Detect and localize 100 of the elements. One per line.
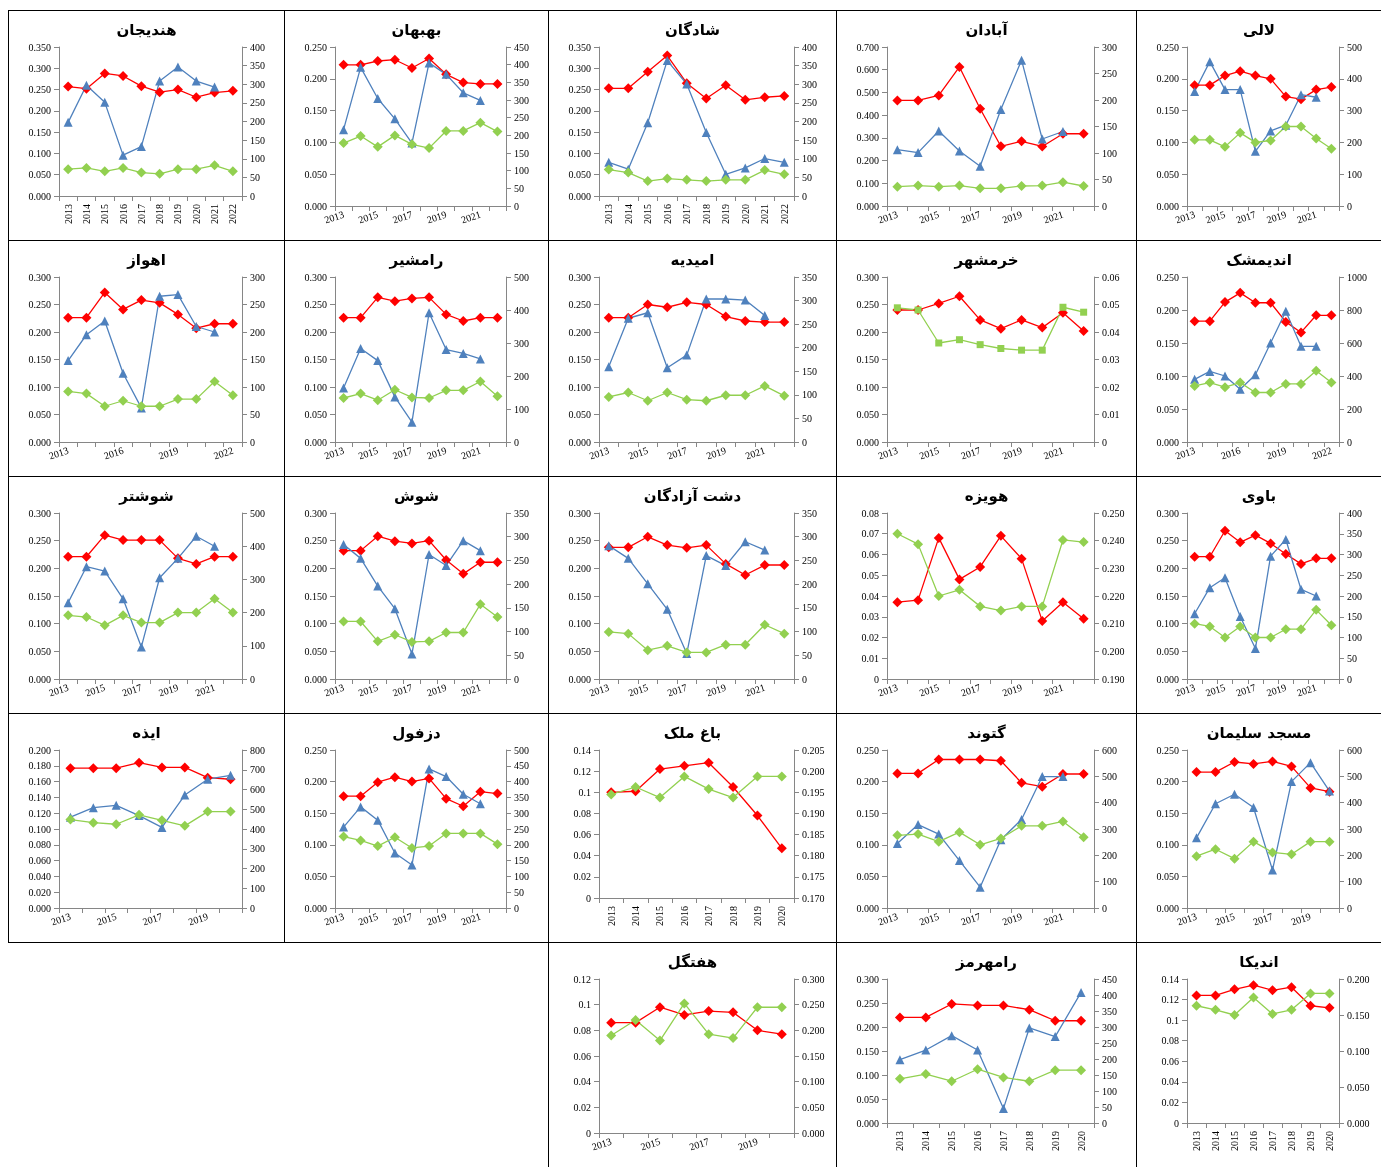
y-tick-label: 0.100 [304,136,327,148]
x-tick-label: 2019 [1049,1131,1061,1151]
y2-tick-label: 350 [1347,528,1362,540]
y-tick-label: 0.000 [304,673,327,685]
y2-tick-label: 400 [1102,797,1117,809]
x-tick-label: 2019 [1000,681,1024,699]
y2-tick-label: 0.210 [1102,618,1125,630]
y-tick-label: 0.04 [861,590,879,602]
y-tick-label: 0.150 [28,590,51,602]
y2-tick-label: 0.200 [1102,645,1125,657]
y2-tick-label: 500 [514,744,529,756]
y-tick-label: 0.07 [861,528,879,540]
x-tick-label: 2022 [1310,444,1334,462]
x-tick-label: 2017 [1234,208,1258,226]
y2-tick-label: 250 [250,97,265,109]
y2-tick-label: 50 [802,171,812,183]
y2-tick-label: 200 [802,342,817,354]
y2-tick-label: 350 [802,60,817,72]
y2-tick-label: 200 [250,863,265,874]
y-tick-label: 0.100 [1156,136,1179,148]
y-tick-label: 0.000 [568,190,591,202]
x-tick-label: 2015 [84,681,107,699]
y2-tick-label: 400 [250,41,265,53]
y2-tick-label: 300 [1347,549,1362,560]
y-tick-label: 0.000 [568,673,591,685]
x-tick-label: 2015 [642,204,654,224]
x-tick-label: 2019 [1305,1131,1316,1151]
x-tick-label: 2019 [157,444,180,462]
x-tick-label: 2013 [1191,1131,1202,1151]
y2-tick-label: 450 [514,760,529,772]
x-tick-label: 2018 [1286,1131,1297,1151]
y2-tick-label: 0.190 [802,807,825,819]
x-tick-label: 2019 [425,444,448,462]
x-tick-label: 2017 [997,1131,1009,1151]
x-tick-label: 2019 [425,681,448,699]
y2-tick-label: 300 [514,337,529,349]
y-tick-label: 0.06 [1161,1055,1179,1067]
y2-tick-label: 100 [1347,168,1362,180]
x-tick-label: 2017 [1234,681,1258,699]
y2-tick-label: 500 [514,271,529,283]
y-tick-label: 0.14 [573,744,591,756]
chart-title: اندیکا [1239,952,1279,971]
y-tick-label: 0.150 [28,126,51,138]
y-tick-label: 0.300 [304,507,327,519]
x-tick-label: 2014 [80,204,92,224]
y-tick-label: 0.250 [1156,744,1179,756]
y-tick-label: 0.02 [573,1101,591,1113]
x-tick-label: 2015 [357,208,380,226]
y-tick-label: 0.250 [1156,271,1179,283]
x-tick-label: 2017 [666,444,689,462]
x-tick-label: 2016 [972,1131,984,1151]
y2-tick-label: 150 [1347,611,1362,623]
y-tick-label: 0.100 [568,381,591,393]
x-tick-label: 2016 [678,906,690,926]
y2-tick-label: 350 [802,507,817,519]
y2-tick-label: 400 [250,540,265,552]
y-tick-label: 0.03 [861,611,879,623]
chart-title: بهبهان [391,20,442,39]
x-tick-label: 2015 [918,910,941,928]
y2-tick-label: 350 [514,791,529,803]
x-tick-label: 2013 [605,906,617,926]
y2-tick-label: 0 [514,200,519,212]
x-tick-label: 2013 [62,204,74,224]
chart-title: اندیمشک [1226,250,1292,269]
x-tick-label: 2017 [391,444,414,462]
y-tick-label: 0 [586,892,591,904]
x-tick-label: 2019 [736,1135,760,1153]
y-tick-label: 0.000 [28,190,51,202]
chart-title: رامهرمز [955,952,1017,971]
y2-tick-label: 0.205 [802,744,825,756]
x-tick-label: 2020 [739,204,751,224]
y-tick-label: 0.150 [568,354,591,365]
y2-tick-label: 600 [1102,744,1117,756]
y2-tick-label: 0 [1102,436,1107,448]
x-tick-label: 2021 [193,681,217,699]
x-tick-label: 2019 [1000,208,1024,226]
y2-tick-label: 100 [1102,876,1117,888]
x-tick-label: 2021 [1295,208,1318,226]
y-tick-label: 0.200 [304,776,327,788]
y2-tick-label: 350 [514,76,529,88]
y2-tick-label: 300 [1102,823,1117,835]
y2-tick-label: 250 [1347,569,1362,581]
y2-tick-label: 250 [514,554,529,566]
y-tick-label: 0.050 [1156,168,1179,180]
y-tick-label: 0.04 [1161,1076,1179,1088]
x-tick-label: 2022 [227,204,239,224]
x-tick-label: 2021 [1042,444,1065,462]
x-tick-label: 2020 [776,906,788,926]
y-tick-label: 0.08 [861,507,879,519]
y2-tick-label: 200 [250,326,265,338]
y2-tick-label: 0 [1102,1117,1107,1129]
y-tick-label: 0.150 [1156,337,1179,349]
chart-title: ایذه [132,723,161,742]
y-tick-label: 0.050 [856,409,879,420]
y2-tick-label: 300 [250,573,265,585]
y2-tick-label: 500 [1347,41,1362,53]
y2-tick-label: 0.050 [1347,1081,1370,1093]
x-tick-label: 2021 [744,681,767,699]
chart-title: گتوند [967,723,1007,742]
y2-tick-label: 400 [1347,507,1362,519]
